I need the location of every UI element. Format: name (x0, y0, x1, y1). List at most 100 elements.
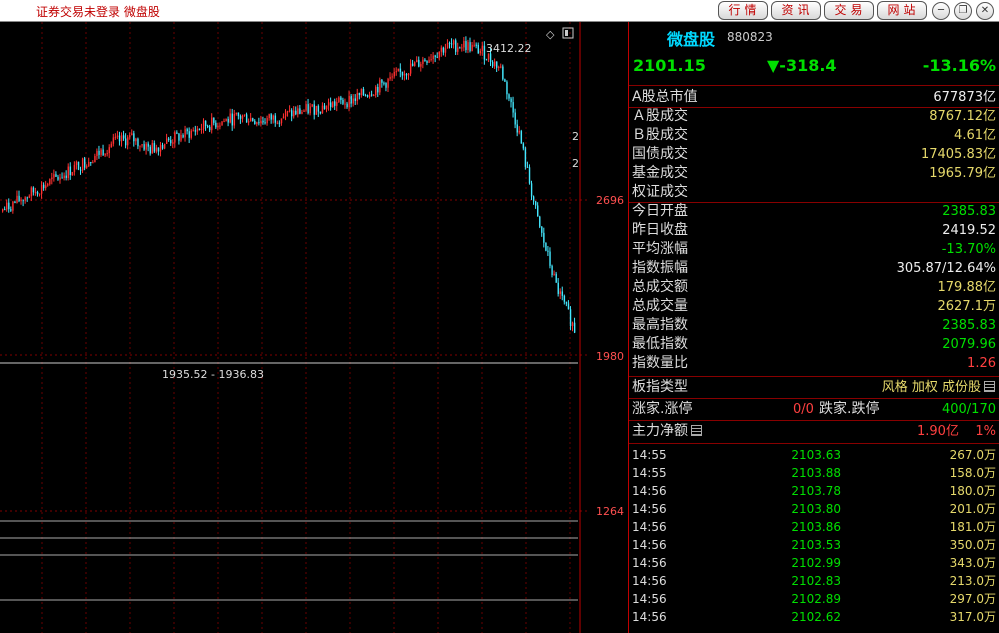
news-button[interactable]: 资讯 (771, 1, 821, 20)
stat-value: 2385.83 (942, 318, 996, 333)
candle-body (266, 117, 268, 124)
list-icon[interactable] (691, 425, 702, 436)
stat-value: 2627.1万 (937, 299, 997, 314)
candle-body (315, 105, 318, 115)
low-annotation: 1935.52 - 1936.83 (162, 368, 264, 381)
stat-label: 总成交额 (632, 279, 688, 295)
candle-body (299, 108, 301, 114)
candle-body (567, 303, 570, 310)
candle-body (233, 113, 236, 126)
candle-body (250, 118, 252, 122)
candle-body (565, 301, 568, 304)
candle-body (321, 105, 324, 114)
candle-body (362, 88, 365, 96)
minimize-icon[interactable]: ─ (932, 2, 950, 20)
restore-icon[interactable]: ❐ (954, 2, 972, 20)
stat-label: 基金成交 (632, 165, 688, 181)
board-type-links[interactable]: 风格 加权 成份股 (882, 378, 995, 397)
candle-body (528, 167, 531, 184)
down-count-label: 跌家.跌停 (819, 401, 880, 417)
candle-body (8, 202, 10, 210)
stat-label: 国债成交 (632, 146, 688, 162)
candle-body (188, 131, 190, 138)
candle-body (86, 166, 88, 168)
candle-body (4, 209, 6, 211)
website-button[interactable]: 网站 (877, 1, 927, 20)
candle-body (455, 40, 457, 52)
candle-body (108, 147, 110, 154)
candle-body (448, 42, 451, 44)
candle-body (30, 187, 33, 197)
candle-body (532, 196, 535, 202)
stat-label: 最低指数 (632, 336, 688, 352)
candle-body (508, 94, 510, 99)
index-name: 微盘股 (667, 30, 716, 49)
candle-body (539, 216, 541, 227)
tick-row: 14:56 2103.78 180.0万 (629, 482, 999, 500)
candle-body (94, 155, 96, 163)
stat-label: 指数振幅 (632, 260, 688, 276)
stat-label: 平均涨幅 (632, 241, 688, 257)
candle-body (557, 282, 559, 294)
main-flow-label[interactable]: 主力净额 (632, 422, 702, 441)
candle-body (395, 71, 397, 73)
candle-body (22, 200, 24, 202)
candle-body (496, 61, 498, 68)
candle-body (125, 138, 127, 146)
candle-body (334, 101, 336, 106)
stat-value: 2079.96 (942, 337, 996, 352)
candle-body (383, 82, 385, 84)
candle-body (545, 242, 547, 251)
stat-label: Ａ股成交 (632, 108, 688, 124)
stat-label: A股总市值 (632, 89, 698, 105)
candle-body (543, 232, 545, 243)
kline-chart[interactable]: 3412.22 1935.52 - 1936.83 2696 1980 1264… (0, 22, 628, 633)
candle-body (217, 125, 219, 128)
tick-time: 14:56 (632, 520, 667, 534)
candle-body (416, 59, 418, 63)
candle-body (407, 73, 410, 76)
close-icon[interactable]: ✕ (976, 2, 994, 20)
candle-body (405, 74, 408, 76)
candle-body (264, 122, 266, 124)
trade-button[interactable]: 交易 (824, 1, 874, 20)
list-icon[interactable] (984, 381, 995, 392)
candle-body (403, 74, 406, 76)
candle-body (278, 122, 281, 124)
candle-body (551, 265, 553, 276)
stat-label: 昨日收盘 (632, 222, 688, 238)
tick-time: 14:56 (632, 574, 667, 588)
candle-body (116, 135, 119, 137)
candle-body (442, 47, 445, 53)
candle-body (223, 121, 225, 123)
candle-body (338, 97, 340, 103)
candle-body (450, 43, 453, 45)
diamond-icon: ◇ (546, 28, 555, 41)
candle-body (375, 86, 377, 95)
candle-body (196, 128, 199, 132)
candle-body (178, 133, 180, 141)
divider (629, 398, 999, 399)
candle-body (473, 44, 475, 46)
candle-body (444, 48, 447, 53)
stat-row: Ｂ股成交 4.61亿 (629, 126, 999, 145)
candle-body (36, 191, 39, 195)
candle-body (122, 135, 125, 139)
stat-row: 指数量比 1.26 (629, 354, 999, 373)
candle-body (274, 115, 277, 123)
candle-body (371, 94, 373, 96)
candle-body (301, 111, 303, 114)
candle-body (135, 138, 137, 142)
candle-body (71, 172, 74, 176)
candle-body (342, 99, 344, 104)
candle-body (258, 122, 260, 124)
quotes-button[interactable]: 行情 (718, 1, 768, 20)
candle-body (34, 191, 37, 193)
candle-body (143, 144, 145, 150)
candle-body (184, 129, 186, 138)
candle-body (260, 120, 262, 123)
tick-volume: 201.0万 (949, 502, 996, 516)
stat-row: 指数振幅 305.87/12.64% (629, 259, 999, 278)
candle-body (43, 184, 45, 189)
candle-body (485, 59, 488, 61)
